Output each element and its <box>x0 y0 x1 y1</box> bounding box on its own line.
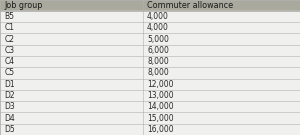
Bar <box>0 124 300 135</box>
Text: 8,000: 8,000 <box>147 68 169 77</box>
Text: D1: D1 <box>4 80 15 89</box>
Text: C3: C3 <box>4 46 15 55</box>
Bar <box>0 11 300 22</box>
Text: C2: C2 <box>4 35 14 43</box>
Text: D3: D3 <box>4 102 15 111</box>
Text: B5: B5 <box>4 12 14 21</box>
Text: 4,000: 4,000 <box>147 12 169 21</box>
Text: C5: C5 <box>4 68 15 77</box>
Text: 16,000: 16,000 <box>147 125 174 134</box>
Bar <box>0 112 300 124</box>
Text: 6,000: 6,000 <box>147 46 169 55</box>
Bar <box>0 67 300 79</box>
Text: 8,000: 8,000 <box>147 57 169 66</box>
Bar <box>0 56 300 67</box>
Text: D5: D5 <box>4 125 15 134</box>
Text: D4: D4 <box>4 114 15 123</box>
Text: C4: C4 <box>4 57 15 66</box>
Bar <box>0 101 300 112</box>
Bar <box>0 90 300 101</box>
Text: Job group: Job group <box>4 1 43 10</box>
Text: 14,000: 14,000 <box>147 102 174 111</box>
Text: 4,000: 4,000 <box>147 23 169 32</box>
Bar <box>0 0 300 11</box>
Bar <box>0 45 300 56</box>
Bar <box>0 22 300 33</box>
Text: Commuter allowance: Commuter allowance <box>147 1 233 10</box>
Text: C1: C1 <box>4 23 14 32</box>
Text: 5,000: 5,000 <box>147 35 169 43</box>
Bar <box>0 79 300 90</box>
Text: 15,000: 15,000 <box>147 114 174 123</box>
Bar <box>0 33 300 45</box>
Text: D2: D2 <box>4 91 15 100</box>
Text: 12,000: 12,000 <box>147 80 173 89</box>
Text: 13,000: 13,000 <box>147 91 174 100</box>
